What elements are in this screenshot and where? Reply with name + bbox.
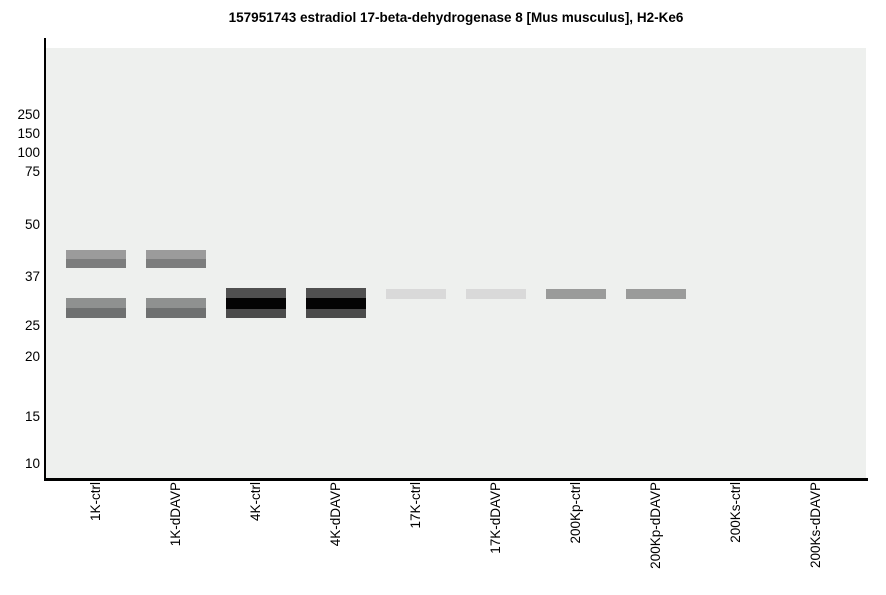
lane-label-4K-dDAVP: 4K-dDAVP xyxy=(328,482,343,547)
gel-band xyxy=(626,289,686,299)
x-axis-line xyxy=(44,478,868,481)
gel-band-stripe xyxy=(66,298,126,308)
gel-band-stripe xyxy=(226,309,286,318)
y-tick-label-100: 100 xyxy=(17,145,40,160)
y-axis-line xyxy=(44,38,46,480)
gel-band xyxy=(306,288,366,318)
gel-band-stripe xyxy=(66,308,126,318)
lane-label-200Ks-dDAVP: 200Ks-dDAVP xyxy=(808,482,823,569)
gel-band xyxy=(546,289,606,299)
gel-band-stripe xyxy=(226,288,286,298)
gel-band xyxy=(146,250,206,268)
gel-band-stripe xyxy=(66,259,126,268)
y-tick-label-10: 10 xyxy=(24,456,40,471)
y-tick-label-37: 37 xyxy=(24,269,40,284)
gel-band-stripe xyxy=(626,289,686,299)
lane-label-200Ks-ctrl: 200Ks-ctrl xyxy=(728,482,743,543)
y-tick-label-250: 250 xyxy=(17,107,40,122)
gel-band xyxy=(66,298,126,318)
gel-band-stripe xyxy=(546,289,606,299)
gel-band-stripe xyxy=(306,309,366,318)
gel-band-stripe xyxy=(306,298,366,309)
gel-band xyxy=(466,289,526,299)
lane-label-17K-ctrl: 17K-ctrl xyxy=(408,482,423,529)
lane-label-4K-ctrl: 4K-ctrl xyxy=(248,482,263,522)
gel-band-stripe xyxy=(306,288,366,298)
gel-band-stripe xyxy=(146,298,206,308)
gel-band xyxy=(386,289,446,299)
y-tick-label-150: 150 xyxy=(17,126,40,141)
gel-band-stripe xyxy=(226,298,286,309)
gel-band-stripe xyxy=(466,289,526,299)
y-tick-label-15: 15 xyxy=(24,409,40,424)
lane-label-1K-ctrl: 1K-ctrl xyxy=(88,482,103,522)
gel-band-stripe xyxy=(146,259,206,268)
y-tick-label-25: 25 xyxy=(24,318,40,333)
chart-title: 157951743 estradiol 17-beta-dehydrogenas… xyxy=(228,10,684,25)
lane-label-17K-dDAVP: 17K-dDAVP xyxy=(488,482,503,554)
y-tick-label-50: 50 xyxy=(24,217,40,232)
gel-band xyxy=(146,298,206,318)
lane-label-200Kp-ctrl: 200Kp-ctrl xyxy=(568,482,583,544)
gel-band xyxy=(226,288,286,318)
gel-band-stripe xyxy=(386,289,446,299)
lane-label-200Kp-dDAVP: 200Kp-dDAVP xyxy=(648,482,663,569)
gel-band-stripe xyxy=(146,250,206,259)
gel-band xyxy=(66,250,126,268)
gel-band-stripe xyxy=(146,308,206,318)
y-tick-label-20: 20 xyxy=(24,349,40,364)
gel-band-stripe xyxy=(66,250,126,259)
y-tick-label-75: 75 xyxy=(24,164,40,179)
lane-label-1K-dDAVP: 1K-dDAVP xyxy=(168,482,183,547)
